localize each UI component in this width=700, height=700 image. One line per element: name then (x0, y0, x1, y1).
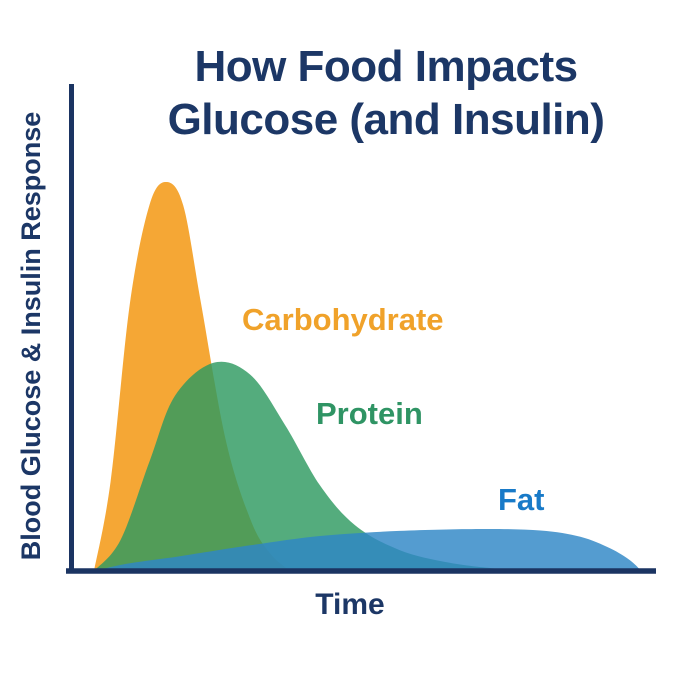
chart-title-line1: How Food Impacts (194, 42, 578, 91)
x-axis-label: Time (315, 588, 385, 621)
series-label-fat: Fat (498, 482, 545, 517)
curve-fat (94, 528, 642, 571)
chart-title-line2: Glucose (and Insulin) (167, 95, 605, 144)
series-label-protein: Protein (316, 396, 423, 431)
chart-title: How Food Impacts Glucose (and Insulin) (80, 40, 692, 146)
series-label-carbohydrate: Carbohydrate (242, 302, 444, 337)
curve-protein (94, 361, 521, 571)
